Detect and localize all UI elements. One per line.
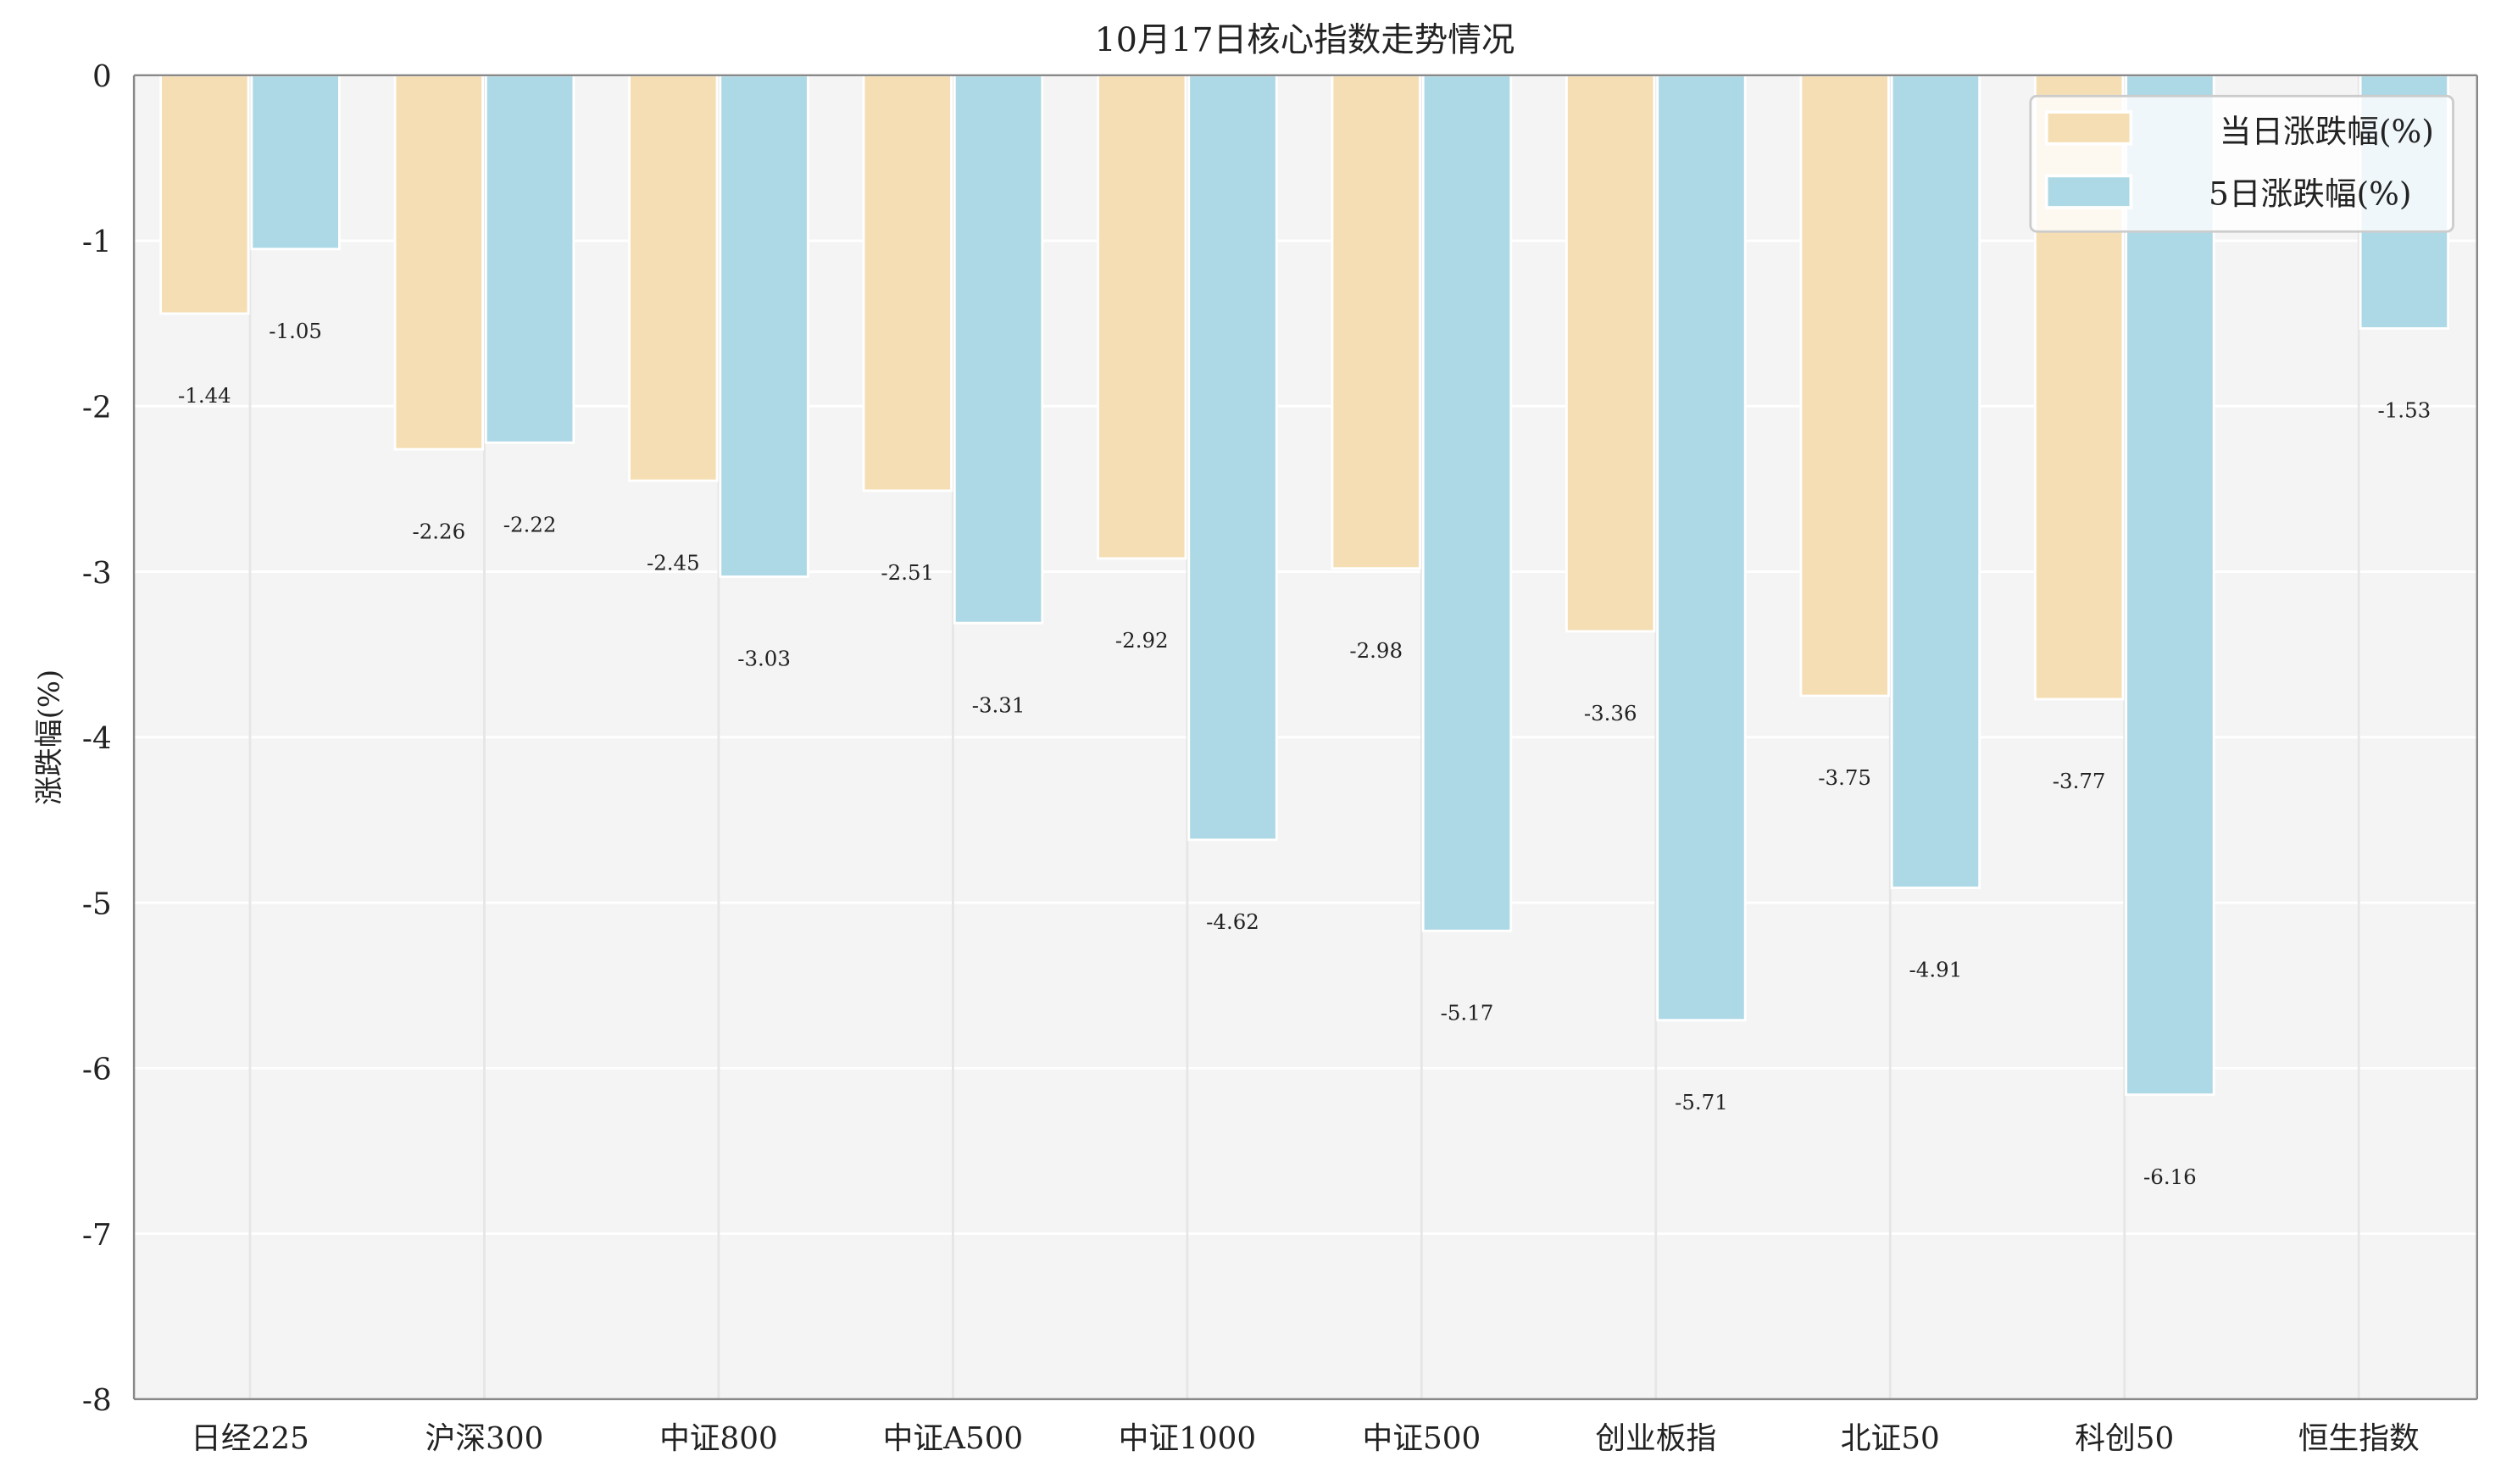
bar-daily (1097, 74, 1187, 560)
bar-5day (719, 74, 809, 578)
legend-label-5day: 5日涨跌幅(%) (2209, 175, 2412, 212)
bar-daily (1565, 74, 1656, 633)
y-tick-label: -7 (82, 1218, 112, 1253)
x-tick-label: 创业板指 (1595, 1421, 1716, 1456)
bar-daily (862, 74, 953, 492)
data-label: -2.45 (647, 550, 700, 575)
bar-daily (1799, 74, 1890, 698)
y-tick-label: -3 (82, 556, 112, 591)
data-label: -3.77 (2053, 769, 2106, 793)
chart-title: 10月17日核心指数走势情况 (1095, 21, 1515, 60)
data-label: -1.44 (178, 383, 231, 408)
bar-5day (1421, 74, 1513, 932)
bar-5day (1656, 74, 1747, 1022)
x-tick-label: 中证800 (659, 1421, 778, 1456)
data-label: -5.71 (1675, 1090, 1728, 1114)
bar-daily (393, 74, 485, 451)
bar-daily (159, 74, 250, 315)
bar-5day (1187, 74, 1278, 842)
bar-5day (953, 74, 1044, 625)
y-tick-label: -2 (82, 391, 112, 425)
y-tick-label: -8 (82, 1383, 112, 1418)
legend-label-daily: 当日涨跌幅(%) (2220, 113, 2434, 150)
y-tick-label: 0 (92, 59, 112, 94)
bar-5day (484, 74, 575, 444)
x-tick-label: 日经225 (191, 1421, 309, 1456)
data-label: -3.03 (737, 647, 791, 671)
data-label: -1.53 (2377, 398, 2431, 423)
data-label: -3.31 (972, 692, 1025, 717)
data-label: -2.98 (1349, 638, 1403, 663)
x-tick-label: 北证50 (1841, 1421, 1940, 1456)
data-labels: -1.44 -2.26 -2.45 -2.51 -2.92 -2.98 -3.36 -3.75… (178, 319, 2431, 1189)
x-tick-label: 中证1000 (1119, 1421, 1256, 1456)
y-tick-label: -6 (82, 1053, 112, 1087)
data-label: -5.17 (1441, 1000, 1494, 1025)
data-label: -3.75 (1818, 765, 1871, 790)
y-tick-label: -5 (82, 887, 112, 921)
bar-daily (1331, 74, 1421, 570)
y-tick-label: -1 (82, 225, 112, 259)
data-label: -4.91 (1909, 958, 1963, 982)
data-label: -2.26 (412, 519, 465, 543)
data-label: -2.22 (503, 512, 557, 536)
legend-swatch-daily (2044, 110, 2133, 146)
x-tick-label: 恒生指数 (2298, 1421, 2420, 1456)
bar-daily (628, 74, 719, 482)
x-tick-label: 中证500 (1362, 1421, 1481, 1456)
data-label: -2.51 (881, 560, 934, 585)
legend: 当日涨跌幅(%) 5日涨跌幅(%) (2029, 94, 2454, 233)
legend-box (2029, 94, 2454, 233)
data-label: -1.05 (269, 319, 322, 343)
data-label: -3.36 (1584, 701, 1637, 725)
y-tick-label: -4 (82, 721, 112, 756)
data-label: -6.16 (2143, 1164, 2197, 1189)
x-ticks: 日经225 沪深300 中证800 中证A500 中证1000 中证500 创业板指 北证50… (191, 1421, 2420, 1456)
bar-5day (1890, 74, 1981, 889)
x-tick-label: 中证A500 (883, 1421, 1024, 1456)
y-axis-label: 涨跌幅(%) (33, 670, 66, 805)
y-ticks: 0 -1 -2 -3 -4 -5 -6 -7 -8 (82, 59, 112, 1418)
bar-5day (250, 74, 341, 251)
bars (159, 74, 2450, 1097)
legend-swatch-5day (2044, 174, 2133, 209)
x-tick-label: 科创50 (2075, 1421, 2174, 1456)
data-label: -2.92 (1115, 628, 1169, 653)
x-tick-label: 沪深300 (425, 1421, 544, 1456)
data-label: -4.62 (1206, 909, 1259, 934)
bar-5day (2125, 74, 2215, 1097)
